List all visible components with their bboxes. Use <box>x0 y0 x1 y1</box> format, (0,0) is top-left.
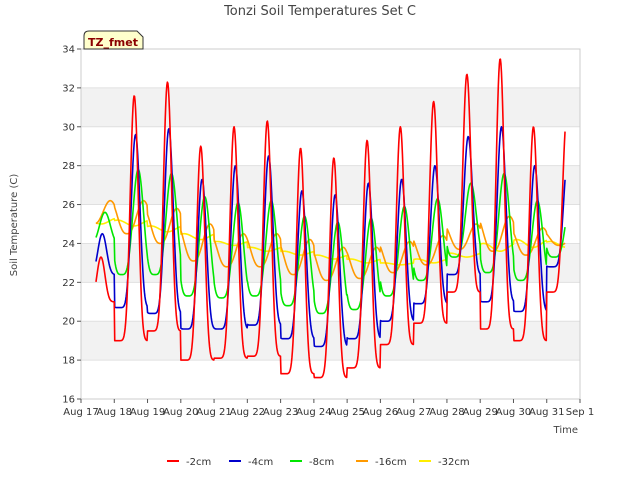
series-line-minus2cm <box>95 58 566 379</box>
x-tick-label: Aug 23 <box>263 407 298 418</box>
x-tick-label: Aug 29 <box>462 407 497 418</box>
x-tick-label: Aug 26 <box>363 407 398 418</box>
y-tick-label: 22 <box>62 278 75 289</box>
site-badge: TZ_fmet <box>83 30 144 50</box>
series-line-minus4cm <box>95 125 566 348</box>
y-tick-label: 28 <box>62 161 75 172</box>
x-tick-label: Aug 21 <box>196 407 231 418</box>
x-tick-label: Aug 28 <box>429 407 464 418</box>
legend-label: -4cm <box>248 457 273 468</box>
series-line-minus8cm <box>95 168 566 315</box>
plot-border <box>80 48 581 400</box>
legend-label: -2cm <box>186 457 211 468</box>
x-tick-label: Aug 19 <box>130 407 165 418</box>
y-axis-label: Soil Temperature (C) <box>9 174 20 277</box>
x-tick-label: Aug 22 <box>230 407 265 418</box>
y-tick-label: 16 <box>62 395 75 406</box>
x-tick-label: Aug 17 <box>63 407 98 418</box>
legend: -2cm -4cm -8cm -16cm -32cm <box>167 457 470 468</box>
grid-band <box>81 87 580 127</box>
site-badge-text: TZ_fmet <box>88 36 138 49</box>
x-tick-label: Sep 1 <box>566 407 594 418</box>
y-tick-label: 20 <box>62 317 75 328</box>
y-tick-label: 24 <box>62 239 75 250</box>
legend-label: -8cm <box>309 457 334 468</box>
legend-label: -16cm <box>375 457 407 468</box>
chart-title: Tonzi Soil Temperatures Set C <box>223 4 416 19</box>
x-axis-label: Time <box>553 425 578 436</box>
x-tick-label: Aug 18 <box>97 407 132 418</box>
x-tick-label: Aug 30 <box>496 407 531 418</box>
y-tick-label: 32 <box>62 83 75 94</box>
grid-band <box>81 321 580 361</box>
y-tick-label: 34 <box>62 45 75 56</box>
x-tick-label: Aug 20 <box>163 407 198 418</box>
x-tick-label: Aug 25 <box>329 407 364 418</box>
y-tick-label: 26 <box>62 200 75 211</box>
x-tick-label: Aug 24 <box>296 407 331 418</box>
x-tick-label: Aug 27 <box>396 407 431 418</box>
x-tick-label: Aug 31 <box>529 407 564 418</box>
y-tick-label: 18 <box>62 356 75 367</box>
y-tick-label: 30 <box>62 122 75 133</box>
legend-label: -32cm <box>438 457 470 468</box>
